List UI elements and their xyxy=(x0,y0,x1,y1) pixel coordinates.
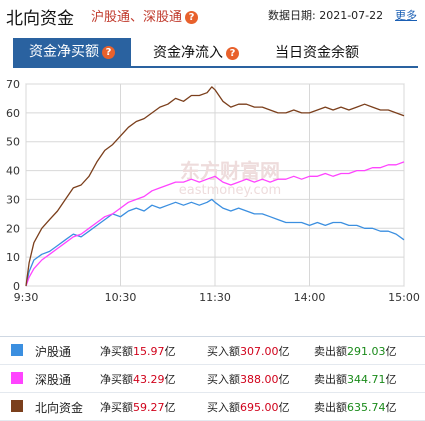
unit: 亿 xyxy=(164,373,176,386)
line-chart: 0 10 20 30 40 50 60 70 9:30 10:30 11:30 14:00 15:00 东… xyxy=(6,78,420,304)
sell-label: 卖出额 xyxy=(314,401,347,414)
help-icon[interactable]: ? xyxy=(102,46,115,59)
unit: 亿 xyxy=(278,345,290,358)
y-tick-label: 30 xyxy=(6,193,20,206)
net-buy-value: 59.27 xyxy=(133,401,165,414)
legend-swatch xyxy=(11,372,23,384)
net-buy-cell: 净买额15.97亿 xyxy=(100,343,176,359)
legend-row: 北向资金 净买额59.27亿 买入额695.00亿 卖出额635.74亿 xyxy=(0,393,425,421)
legend-name: 北向资金 xyxy=(35,401,84,415)
y-tick-label: 60 xyxy=(6,107,20,120)
buy-value: 388.00 xyxy=(240,373,279,386)
net-buy-label: 净买额 xyxy=(100,373,133,386)
help-icon[interactable]: ? xyxy=(185,11,199,24)
y-tick-label: 50 xyxy=(6,136,20,149)
y-tick-label: 0 xyxy=(13,280,20,293)
y-tick-label: 10 xyxy=(6,251,20,264)
series-line xyxy=(25,198,405,287)
buy-cell: 买入额695.00亿 xyxy=(207,399,290,415)
y-tick-label: 20 xyxy=(6,222,20,235)
sell-cell: 卖出额635.74亿 xyxy=(314,399,397,415)
date-label: 数据日期: xyxy=(268,9,316,22)
net-buy-value: 43.29 xyxy=(133,373,165,386)
series-line xyxy=(25,161,405,287)
unit: 亿 xyxy=(164,345,176,358)
tab-net-inflow[interactable]: 资金净流入? xyxy=(153,40,239,66)
tab-net-buy-label: 资金净买额 xyxy=(29,44,99,60)
x-tick-label: 14:00 xyxy=(294,291,326,304)
buy-cell: 买入额388.00亿 xyxy=(207,371,290,387)
x-tick-label: 9:30 xyxy=(14,291,39,304)
legend-swatch xyxy=(11,400,23,412)
subtitle: 沪股通、深股通? xyxy=(91,6,199,25)
x-tick-label: 10:30 xyxy=(105,291,137,304)
y-tick-label: 40 xyxy=(6,165,20,178)
date-value: 2021-07-22 xyxy=(319,9,384,22)
buy-cell: 买入额307.00亿 xyxy=(207,343,290,359)
more-link[interactable]: 更多 xyxy=(395,9,417,22)
help-icon[interactable]: ? xyxy=(226,47,239,60)
buy-value: 307.00 xyxy=(240,345,279,358)
tab-net-inflow-label: 资金净流入 xyxy=(153,45,223,61)
sell-cell: 卖出额344.71亿 xyxy=(314,371,397,387)
buy-value: 695.00 xyxy=(240,401,279,414)
unit: 亿 xyxy=(278,401,290,414)
date-info: 数据日期: 2021-07-22 xyxy=(268,7,383,23)
watermark-domain: eastmoney.com xyxy=(179,183,281,198)
x-tick-label: 15:00 xyxy=(388,291,420,304)
legend-row: 沪股通 净买额15.97亿 买入额307.00亿 卖出额291.03亿 xyxy=(0,337,425,365)
net-buy-cell: 净买额59.27亿 xyxy=(100,399,176,415)
buy-label: 买入额 xyxy=(207,373,240,386)
sell-cell: 卖出额291.03亿 xyxy=(314,343,397,359)
unit: 亿 xyxy=(385,373,397,386)
net-buy-label: 净买额 xyxy=(100,401,133,414)
sell-label: 卖出额 xyxy=(314,373,347,386)
x-tick-label: 11:30 xyxy=(199,291,231,304)
legend-row: 深股通 净买额43.29亿 买入额388.00亿 卖出额344.71亿 xyxy=(0,365,425,393)
legend-table: 沪股通 净买额15.97亿 买入额307.00亿 卖出额291.03亿 深股通 … xyxy=(0,336,425,421)
net-buy-value: 15.97 xyxy=(133,345,165,358)
tab-bar: 资金净买额? 资金净流入? 当日资金余额 xyxy=(13,38,418,68)
net-buy-cell: 净买额43.29亿 xyxy=(100,371,176,387)
watermark-name: 东方财富网 xyxy=(180,159,280,183)
y-tick-label: 70 xyxy=(6,78,20,91)
subtitle-text: 沪股通、深股通 xyxy=(91,10,183,25)
page-title: 北向资金 xyxy=(6,9,74,29)
series-line xyxy=(25,86,405,287)
sell-label: 卖出额 xyxy=(314,345,347,358)
unit: 亿 xyxy=(385,345,397,358)
net-buy-label: 净买额 xyxy=(100,345,133,358)
unit: 亿 xyxy=(385,401,397,414)
legend-name: 沪股通 xyxy=(35,345,72,359)
header: 北向资金 沪股通、深股通? 数据日期: 2021-07-22 更多 xyxy=(0,0,425,30)
legend-name: 深股通 xyxy=(35,373,72,387)
unit: 亿 xyxy=(164,401,176,414)
sell-value: 291.03 xyxy=(347,345,386,358)
sell-value: 344.71 xyxy=(347,373,386,386)
unit: 亿 xyxy=(278,373,290,386)
tab-net-buy[interactable]: 资金净买额? xyxy=(13,38,131,66)
legend-swatch xyxy=(11,344,23,356)
buy-label: 买入额 xyxy=(207,401,240,414)
buy-label: 买入额 xyxy=(207,345,240,358)
tab-balance[interactable]: 当日资金余额 xyxy=(275,45,359,61)
sell-value: 635.74 xyxy=(347,401,386,414)
